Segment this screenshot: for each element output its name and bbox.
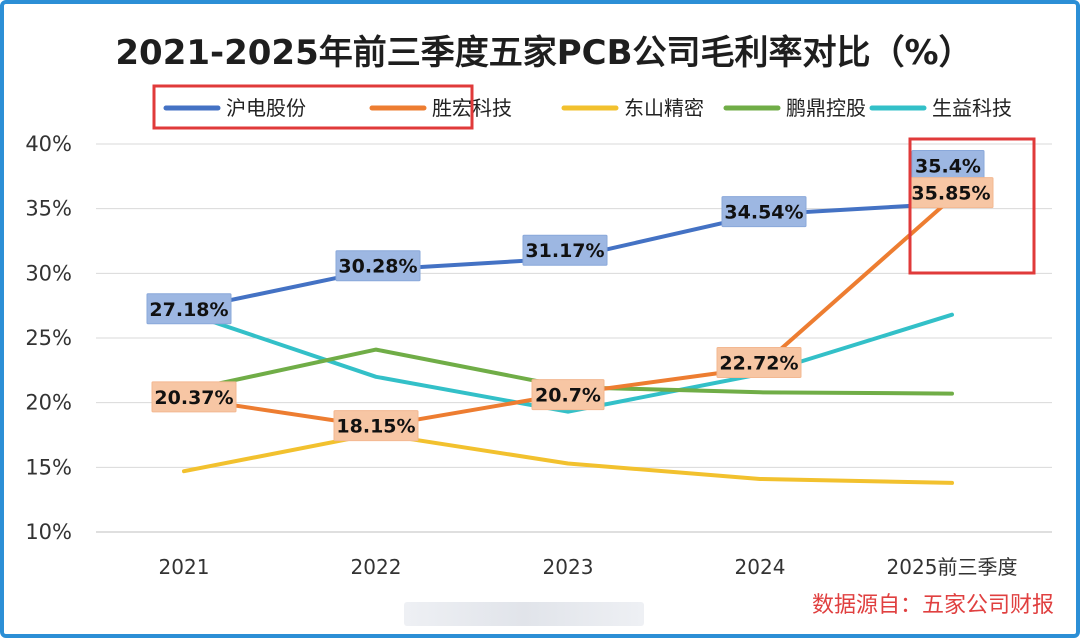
data-label: 22.72% — [719, 352, 798, 374]
y-tick-label: 40% — [25, 132, 72, 156]
data-label: 27.18% — [149, 299, 228, 321]
y-tick-label: 30% — [25, 261, 72, 285]
watermark-bar — [404, 602, 644, 626]
legend-label: 东山精密 — [624, 96, 704, 120]
y-tick-label: 10% — [25, 520, 72, 544]
y-tick-label: 15% — [25, 455, 72, 479]
data-label-box — [151, 381, 237, 413]
data-label: 31.17% — [525, 240, 604, 262]
y-tick-label: 35% — [25, 197, 72, 221]
value-highlight-box — [908, 137, 1036, 275]
legend-highlight-box — [152, 84, 474, 130]
data-label-box — [716, 346, 802, 378]
chart-title: 2021-2025年前三季度五家PCB公司毛利率对比（%） — [115, 33, 972, 73]
x-tick-label: 2021 — [159, 555, 210, 579]
data-label: 18.15% — [336, 416, 415, 438]
x-axis: 2021 2022 2023 2024 2025前三季度 — [159, 555, 1018, 579]
x-tick-label: 2024 — [735, 555, 786, 579]
data-label-box — [146, 293, 232, 325]
legend-label: 生益科技 — [932, 96, 1012, 120]
data-label: 35.4% — [915, 155, 981, 177]
x-tick-label: 2022 — [351, 555, 402, 579]
highlight-boxes — [152, 84, 1036, 275]
legend-label: 鹏鼎控股 — [786, 96, 866, 120]
source-note: 数据源自：五家公司财报 — [812, 593, 1054, 618]
data-label-box — [333, 410, 419, 442]
data-label: 20.37% — [154, 387, 233, 409]
data-label: 35.85% — [911, 183, 990, 205]
data-label: 20.7% — [535, 385, 601, 407]
legend-label: 沪电股份 — [226, 96, 306, 120]
y-tick-label: 20% — [25, 391, 72, 415]
data-label-box — [531, 379, 605, 411]
data-label-box — [522, 234, 608, 266]
data-label: 34.54% — [724, 202, 803, 224]
y-tick-label: 25% — [25, 326, 72, 350]
data-label-box — [335, 250, 421, 282]
series-line — [182, 310, 954, 414]
legend: 沪电股份 胜宏科技 东山精密 鹏鼎控股 生益科技 — [163, 96, 1012, 120]
data-label: 30.28% — [338, 256, 417, 278]
line-chart: 2021-2025年前三季度五家PCB公司毛利率对比（%） 沪电股份 胜宏科技 东山… — [25, 33, 1054, 618]
x-tick-label: 2023 — [543, 555, 594, 579]
x-tick-label: 2025前三季度 — [887, 555, 1018, 579]
data-label-box — [721, 196, 807, 228]
series-line — [182, 431, 954, 485]
data-labels: 27.18% 30.28% 31.17% 34.54% 35.4% 20.37% 18.15… — [146, 149, 994, 442]
y-axis: 10% 15% 20% 25% 30% 35% 40% — [25, 132, 72, 544]
